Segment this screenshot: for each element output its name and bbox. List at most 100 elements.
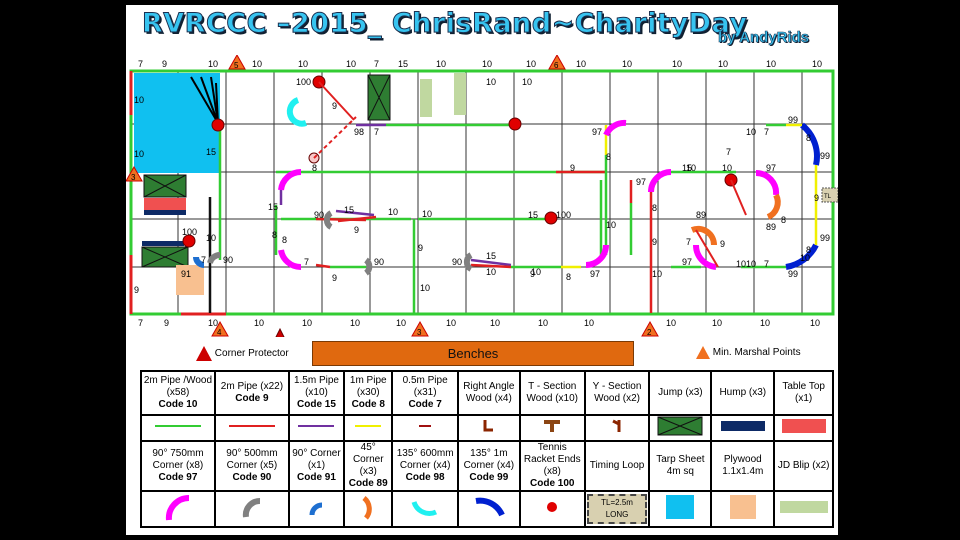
navy-arc-icon <box>475 497 505 517</box>
diagram-element <box>315 263 331 269</box>
top-dimension-labels: 7 9 10 10 10 10 7 15 10 10 10 10 10 10 10 10 10 <box>138 59 822 69</box>
label-legend-row1-6-name: T - Section Wood (x10) <box>526 381 578 404</box>
label-legend-row1-9-name: Hump (x3) <box>719 387 767 398</box>
label-track-labels-l-7e: 7 <box>764 127 769 137</box>
label-legend-row2-0-code: Code 97 <box>158 472 198 483</box>
boundary-pipes <box>129 69 835 316</box>
marshal-point: 3 <box>411 320 429 337</box>
label-track-labels-l-89a: 89 <box>696 210 706 220</box>
label-track-labels-l-10e: 10 <box>486 267 496 277</box>
label-track-labels-l-99d: 99 <box>788 269 798 279</box>
diagram-element <box>720 421 765 431</box>
legend-cell: Timing Loop <box>583 440 651 492</box>
diagram-element <box>143 174 187 198</box>
legend-cell: 45° Corner (x3) Code 89 <box>343 440 394 492</box>
diagram-element <box>547 502 558 512</box>
diagram-element <box>190 76 219 124</box>
diagram-element <box>211 118 225 132</box>
label-track-labels-l-10o: 10 <box>422 209 432 219</box>
diagram-element <box>779 501 828 513</box>
blue-arc-icon <box>309 502 323 516</box>
jump-2 <box>141 246 189 268</box>
label-top-labels-5: 10 <box>346 59 356 69</box>
label-track-labels-l-97e: 97 <box>682 257 692 267</box>
diagram-element <box>129 69 835 316</box>
label-track-labels-l-10b: 10 <box>206 233 216 243</box>
label-track-labels-l-100a: 100 <box>182 227 197 237</box>
orange-arc-icon <box>362 496 372 520</box>
label-legend-row1-7-name: Y - Section Wood (x2) <box>592 381 642 404</box>
label-bottom-labels-5: 10 <box>350 318 360 328</box>
label-track-labels-l-15: 15 <box>206 147 216 157</box>
table-top <box>144 198 186 210</box>
diagram-element <box>140 490 216 528</box>
label-marshal-numbers-1: 6 <box>554 61 559 70</box>
jd-blip-1 <box>420 79 432 117</box>
legend-cell: T - Section Wood (x10) <box>518 370 586 416</box>
diagram-element <box>343 414 394 442</box>
diagram-element <box>323 210 333 230</box>
label-track-labels-l-8b: 8 <box>272 230 277 240</box>
label-bottom-labels-1: 9 <box>164 318 169 328</box>
label-track-labels-l-7c: 7 <box>304 257 309 267</box>
legend-row-names: 90° 750mm Corner (x8) Code 97 90° 500mm C… <box>140 440 834 492</box>
jd-blip-icon <box>779 501 828 513</box>
author-byline: by AndyRids <box>718 29 810 47</box>
marshal-point: 4 <box>211 320 229 337</box>
diagram-element <box>612 419 621 432</box>
marshal-point: 3 <box>126 165 143 182</box>
plywood <box>176 265 204 295</box>
label-bottom-labels-3: 10 <box>254 318 264 328</box>
label-track-labels-l-99b: 99 <box>820 151 830 161</box>
legend-row-symbols <box>140 414 834 442</box>
plywood-icon <box>729 495 756 519</box>
legend-cell: Plywood 1.1x1.4m <box>710 440 776 492</box>
label-track-labels-l-8e: 8 <box>652 203 657 213</box>
label-track-labels-l-10j: 10 <box>746 127 756 137</box>
label-track-labels-l-9i: 9 <box>814 193 819 203</box>
label-track-labels-l-99c: 99 <box>820 233 830 243</box>
label-track-labels-l-98: 98 <box>354 127 364 137</box>
label-top-labels-13: 10 <box>672 59 682 69</box>
label-legend-row2-1-name: 90° 500mm Corner (x5) <box>226 448 278 471</box>
legend-cell: Jump (x3) <box>648 370 713 416</box>
tarp-icon <box>666 495 695 519</box>
label-legend-row2-6-name: Tennis Racket Ends (x8) <box>523 442 581 477</box>
marshal-point: 2 <box>641 320 659 337</box>
label-track-labels-l-9b: 9 <box>332 101 337 111</box>
label-legend-row1-2-code: Code 15 <box>297 399 336 410</box>
darkred-line-icon <box>419 425 432 427</box>
label-track-labels-l-10g: 10 <box>606 220 616 230</box>
t-section-icon <box>544 420 561 432</box>
diagram-element <box>755 169 780 196</box>
diagram-element <box>781 419 826 433</box>
timing-loop-label: TL <box>824 194 832 200</box>
racket-pipe <box>730 179 747 216</box>
diagram-element <box>228 55 246 70</box>
label-top-labels-2: 10 <box>208 59 218 69</box>
racket-pipe <box>695 229 719 268</box>
label-track-labels-l-10f: 10 <box>531 267 541 277</box>
diagram-element <box>456 414 521 442</box>
diagram-element <box>729 495 756 519</box>
diagram-element <box>140 414 216 442</box>
diagram-title: RVRCCC –2015_ ChrisRand~CharityDay <box>141 8 748 40</box>
label-top-labels-3: 10 <box>252 59 262 69</box>
label-legend-row2-10-name: JD Blip (x2) <box>777 460 830 471</box>
label-track-labels-l-10i: 10 <box>736 259 746 269</box>
legend-cell: 90° Corner (x1) Code 91 <box>287 440 346 492</box>
label-legend-row2-3-name: 45° Corner (x3) <box>352 442 384 477</box>
label-legend-row2-2-name: 90° Corner (x1) <box>292 448 341 471</box>
label-legend-row2-1-code: Code 90 <box>232 472 272 483</box>
diagram-element <box>362 496 372 520</box>
diagram-element <box>710 414 776 442</box>
diagram-element <box>278 249 302 271</box>
label-track-labels-l-99a: 99 <box>788 115 798 125</box>
marshal-points-key: Min. Marshal Points <box>696 346 801 359</box>
marshal-points-label: Min. Marshal Points <box>712 347 801 359</box>
legend-cell: Y - Section Wood (x2) <box>583 370 651 416</box>
diagram-element <box>215 82 219 124</box>
label-track-labels-l-15e: 15 <box>528 210 538 220</box>
label-bottom-labels-0: 7 <box>138 318 143 328</box>
